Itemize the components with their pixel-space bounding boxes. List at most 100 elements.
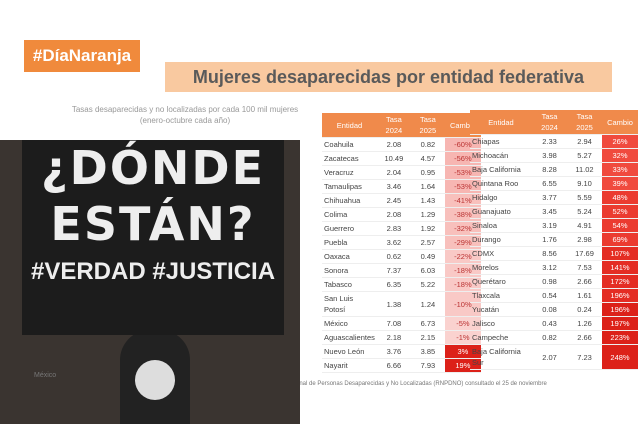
state-cell: Campeche: [470, 330, 532, 345]
cell: 2.83: [376, 221, 411, 236]
cell: 1.61: [567, 288, 602, 303]
state-cell: Guanajuato: [470, 204, 532, 219]
cell: 7.37: [376, 263, 411, 278]
column-header: Entidad: [470, 110, 532, 135]
state-cell: Chiapas: [470, 134, 532, 149]
cell: 2.45: [376, 193, 411, 208]
cell: 39%: [602, 176, 638, 191]
cell: -10%: [444, 291, 481, 317]
cell: 32%: [602, 148, 638, 163]
sign-line: #VERDAD #JUSTICIA: [30, 258, 276, 285]
state-cell: San Luis Potosí: [322, 291, 377, 317]
cell: 2.08: [376, 207, 411, 222]
table-row: Campeche 0.82 2.66 223%: [470, 330, 638, 345]
cell: 0.54: [532, 288, 567, 303]
table-row: Hidalgo 3.77 5.59 48%: [470, 190, 638, 205]
data-table: Entidad Tasa 2024 Tasa 2025 Cambio Coahuila 2…: [322, 113, 481, 373]
state-cell: Nuevo León: [322, 344, 377, 359]
state-cell: Morelos: [470, 260, 532, 275]
cell: 0.82: [410, 137, 445, 152]
cell: 3.46: [376, 179, 411, 194]
table-row: Jalisco 0.43 1.26 197%: [470, 316, 638, 331]
cell: 1.43: [410, 193, 445, 208]
protest-sign: ¿DÓNDE ESTÁN? #VERDAD #JUSTICIA: [22, 140, 284, 335]
column-header: Tasa 2024: [532, 110, 567, 135]
state-cell: México: [322, 316, 377, 331]
cell: 6.55: [532, 176, 567, 191]
table-row: Veracruz 2.04 0.95 -53%: [322, 165, 481, 180]
cell: 2.66: [567, 274, 602, 289]
sign-line: ¿DÓNDE: [40, 141, 266, 195]
table-row: Sonora 7.37 6.03 -18%: [322, 263, 481, 278]
cell: 0.98: [532, 274, 567, 289]
cell: 6.03: [410, 263, 445, 278]
cell: 8.56: [532, 246, 567, 261]
cell: 2.15: [410, 330, 445, 345]
cell: 1.76: [532, 232, 567, 247]
cell: 141%: [602, 260, 638, 275]
cell: 7.08: [376, 316, 411, 331]
header-row: Entidad Tasa 2024 Tasa 2025 Cambio: [470, 110, 638, 135]
table-row: Nuevo León 3.76 3.85 3%: [322, 344, 481, 359]
cell: 2.98: [567, 232, 602, 247]
cell: 1.38: [376, 291, 411, 317]
table-row: San Luis Potosí 1.38 1.24 -10%: [322, 291, 481, 317]
state-cell: Durango: [470, 232, 532, 247]
state-cell: Sonora: [322, 263, 377, 278]
cell: 48%: [602, 190, 638, 205]
table-row: Guerrero 2.83 1.92 -32%: [322, 221, 481, 236]
title: Mujeres desaparecidas por entidad federa…: [165, 62, 612, 92]
state-cell: Coahuila: [322, 137, 377, 152]
cell: 196%: [602, 288, 638, 303]
cell: 11.02: [567, 162, 602, 177]
table-row: Chihuahua 2.45 1.43 -41%: [322, 193, 481, 208]
header-row: Entidad Tasa 2024 Tasa 2025 Cambio: [322, 113, 481, 138]
cell: 0.43: [532, 316, 567, 331]
state-cell: Baja California Sur: [470, 344, 532, 370]
cell: 2.04: [376, 165, 411, 180]
column-header: Tasa 2025: [567, 110, 602, 135]
cell: 6.73: [410, 316, 445, 331]
state-cell: Puebla: [322, 235, 377, 250]
cell: 5.22: [410, 277, 445, 292]
state-cell: Querétaro: [470, 274, 532, 289]
cell: 7.53: [567, 260, 602, 275]
footer-left: México: [34, 372, 57, 379]
cell: 2.08: [376, 137, 411, 152]
cell: 2.33: [532, 134, 567, 149]
table-row: Baja California 8.28 11.02 33%: [470, 162, 638, 177]
state-cell: Tabasco: [322, 277, 377, 292]
cell: 8.28: [532, 162, 567, 177]
cell: 1.24: [410, 291, 445, 317]
cell: 1.92: [410, 221, 445, 236]
cell: 54%: [602, 218, 638, 233]
cell: 5.59: [567, 190, 602, 205]
skull-mask: [135, 360, 175, 400]
column-header: Tasa 2025: [410, 113, 445, 138]
state-cell: Oaxaca: [322, 249, 377, 264]
cell: 107%: [602, 246, 638, 261]
cell: 1.64: [410, 179, 445, 194]
cell: 2.18: [376, 330, 411, 345]
table-row: Tabasco 6.35 5.22 -18%: [322, 277, 481, 292]
cell: 0.24: [567, 302, 602, 317]
cell: 2.07: [532, 344, 567, 370]
cell: 9.10: [567, 176, 602, 191]
subtitle: Tasas desaparecidas y no localizadas por…: [60, 104, 310, 126]
cell: 7.93: [410, 358, 445, 373]
state-cell: Jalisco: [470, 316, 532, 331]
table-row: Querétaro 0.98 2.66 172%: [470, 274, 638, 289]
state-cell: Aguascalientes: [322, 330, 377, 345]
cell: 6.35: [376, 277, 411, 292]
cell: 0.62: [376, 249, 411, 264]
cell: 3.45: [532, 204, 567, 219]
cell: 3.77: [532, 190, 567, 205]
cell: 172%: [602, 274, 638, 289]
cell: 69%: [602, 232, 638, 247]
cell: 6.66: [376, 358, 411, 373]
cell: 3.12: [532, 260, 567, 275]
cell: 4.91: [567, 218, 602, 233]
cell: 33%: [602, 162, 638, 177]
state-cell: Tlaxcala: [470, 288, 532, 303]
cell: 223%: [602, 330, 638, 345]
